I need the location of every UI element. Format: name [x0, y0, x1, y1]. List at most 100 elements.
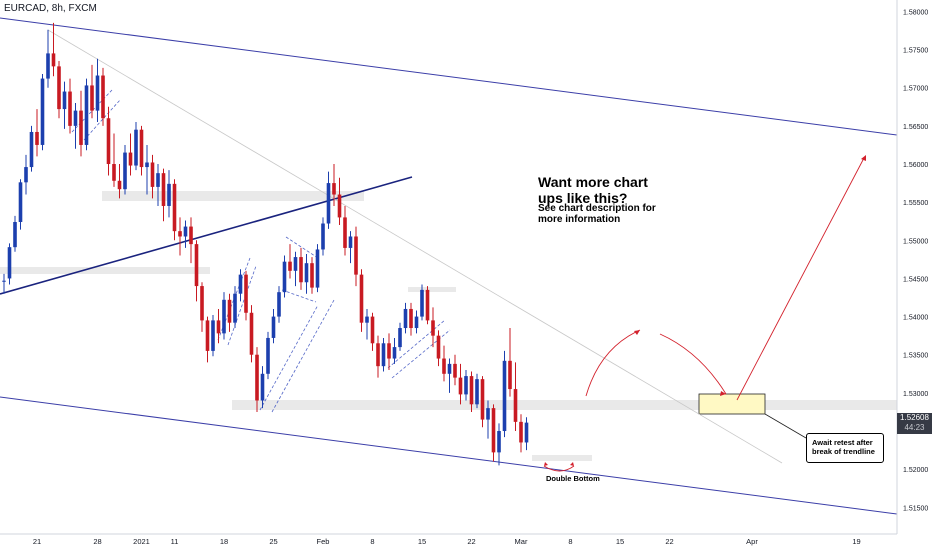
candle-body	[189, 226, 193, 245]
x-tick-label: 28	[93, 537, 101, 546]
resistance-zone	[102, 191, 364, 201]
dashed-channel-line-8	[391, 329, 451, 379]
candle-body	[337, 194, 342, 218]
candle-body	[420, 289, 424, 317]
candle-body	[392, 347, 397, 359]
candle-body	[73, 110, 78, 126]
candle-body	[442, 358, 446, 374]
y-tick-label: 1.58000	[903, 9, 928, 16]
double-bottom-arc	[543, 465, 575, 472]
candle-body	[398, 328, 402, 348]
dashed-channel-line-5	[271, 299, 335, 413]
candle-body	[304, 263, 309, 283]
projection-arrows	[543, 155, 866, 472]
candle-body	[464, 376, 468, 395]
x-tick-label: 8	[568, 537, 572, 546]
candle-body	[321, 223, 325, 250]
candle-body	[200, 286, 204, 321]
candle-body	[343, 217, 347, 248]
dashed-channel-line-9	[387, 319, 446, 369]
y-tick-label: 1.53500	[903, 353, 928, 360]
x-tick-label: 25	[269, 537, 277, 546]
candle-body	[211, 320, 215, 351]
candle-body	[293, 257, 298, 271]
candle-body	[266, 337, 270, 374]
support-resistance-zones	[0, 191, 897, 461]
dashed-channel-line-3	[227, 265, 257, 346]
y-tick-label: 1.57000	[903, 86, 928, 93]
candle-body	[519, 421, 523, 443]
candle-body	[150, 162, 155, 187]
candle-body	[260, 373, 265, 401]
y-tick-label: 1.54000	[903, 315, 928, 322]
target-zone	[698, 393, 766, 415]
rising-trendline	[0, 176, 413, 295]
candle-body	[7, 247, 12, 279]
y-tick-label: 1.56500	[903, 124, 928, 131]
double-bottom-zone	[532, 455, 592, 461]
candle-body	[194, 244, 199, 287]
candle-body	[431, 320, 435, 336]
subline-annotation: See chart description for more informati…	[538, 203, 656, 225]
candle-body	[156, 173, 160, 187]
candle-body	[497, 431, 501, 453]
dashed-channel-line-1	[83, 99, 121, 141]
candle-body	[24, 167, 28, 183]
headline-annotation: Want more chart ups like this?	[538, 174, 648, 206]
candle-body	[90, 85, 94, 111]
candle-body	[18, 182, 23, 222]
candle-body	[359, 274, 364, 323]
x-tick-label: 22	[665, 537, 673, 546]
headline-line-1: Want more chart	[538, 174, 648, 190]
candle-body	[370, 316, 375, 344]
candle-body	[101, 75, 105, 119]
candle-body	[376, 343, 380, 367]
candle-body	[128, 152, 133, 166]
candle-body	[475, 379, 479, 405]
x-tick-label: Apr	[746, 537, 758, 546]
candle-body	[310, 263, 314, 288]
candle-body	[134, 129, 138, 166]
candle-body	[35, 131, 39, 145]
candle-body	[238, 274, 243, 294]
x-tick-label: 19	[852, 537, 860, 546]
x-tick-label: 15	[418, 537, 426, 546]
y-tick-label: 1.56000	[903, 162, 928, 169]
callout-line-1: Await retest after	[812, 438, 873, 447]
arrow-target-line	[736, 157, 865, 401]
candle-body	[453, 363, 457, 378]
candle-body	[299, 257, 303, 283]
candle-body	[13, 221, 17, 248]
candle-body	[365, 316, 369, 323]
candle-body	[425, 289, 430, 321]
retest-callout: Await retest after break of trendline	[806, 433, 884, 463]
current-price-tag: 1.52608 44:23	[897, 413, 932, 434]
x-tick-label: 11	[171, 537, 179, 546]
candle-body	[62, 91, 67, 110]
candle-body	[68, 91, 72, 126]
candle-body	[469, 376, 474, 405]
arrow-retest-curve	[659, 333, 727, 395]
double-bottom-label: Double Bottom	[546, 474, 600, 483]
candle-body	[403, 308, 408, 329]
candle-body	[51, 53, 56, 67]
candle-body	[436, 335, 441, 359]
x-tick-label: 22	[467, 537, 475, 546]
candle-body	[227, 299, 232, 323]
y-tick-label: 1.52000	[903, 467, 928, 474]
left-zone	[0, 267, 210, 274]
candle-body	[354, 236, 358, 275]
x-tick-label: 2021	[133, 537, 150, 546]
candle-body	[513, 389, 518, 422]
candle-body	[332, 183, 336, 195]
candle-body	[480, 379, 485, 420]
arrow-bounce-head	[634, 330, 640, 335]
candle-body	[216, 320, 221, 334]
candle-body	[40, 78, 45, 145]
arrow-bounce-curve	[585, 329, 641, 397]
candle-body	[178, 231, 182, 237]
candle-body	[508, 360, 512, 390]
